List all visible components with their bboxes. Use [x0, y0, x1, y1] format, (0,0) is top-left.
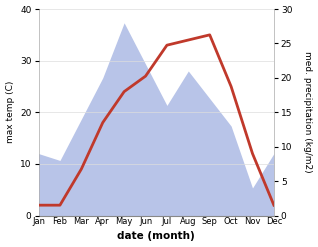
X-axis label: date (month): date (month)	[117, 231, 195, 242]
Y-axis label: med. precipitation (kg/m2): med. precipitation (kg/m2)	[303, 51, 313, 173]
Y-axis label: max temp (C): max temp (C)	[5, 81, 15, 144]
